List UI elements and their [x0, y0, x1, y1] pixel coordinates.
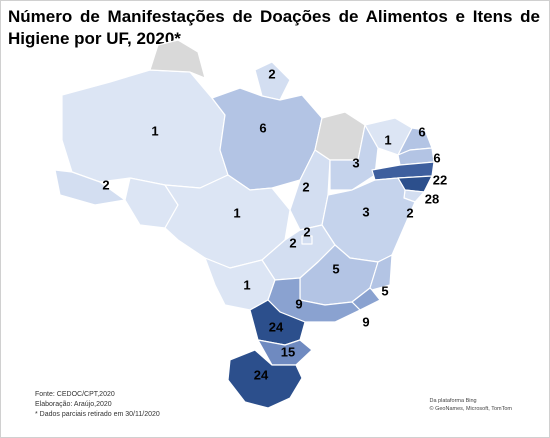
partial-data-note: * Dados parciais retirado em 30/11/2020: [35, 411, 160, 418]
state-AP: [254, 61, 291, 101]
footnotes: Fonte: CEDOC/CPT,2020 Elaboração: Araújo…: [35, 390, 160, 420]
value-label-rs: 24: [254, 367, 269, 382]
attribution-providers: © GeoNames, Microsoft, TomTom: [429, 406, 513, 412]
value-label-sp: 9: [295, 296, 302, 311]
value-label-se: 2: [406, 205, 413, 220]
value-label-pa: 6: [259, 120, 266, 135]
value-label-pe: 22: [433, 172, 447, 187]
value-label-rj: 9: [362, 314, 369, 329]
elaboration-note: Elaboração: Araújo,2020: [35, 401, 112, 408]
value-label-pr: 24: [269, 319, 284, 334]
value-label-pb: 6: [433, 150, 440, 165]
value-label-go: 2: [289, 235, 296, 250]
state-PB: [397, 147, 435, 166]
attribution-bing: Da plataforma Bing: [429, 398, 477, 404]
value-label-mg: 5: [332, 261, 339, 276]
value-label-to: 2: [302, 179, 309, 194]
map-title: Número de Manifestações de Doações de Al…: [8, 7, 540, 48]
value-label-ce: 1: [384, 132, 391, 147]
value-label-mt: 1: [233, 205, 240, 220]
state-RR: [149, 39, 206, 79]
source-note: Fonte: CEDOC/CPT,2020: [35, 391, 115, 398]
map-attribution: Da plataforma Bing © GeoNames, Microsoft…: [430, 397, 513, 413]
value-label-pi: 3: [352, 155, 359, 170]
value-label-ms: 1: [243, 277, 250, 292]
value-label-rn: 6: [418, 124, 425, 139]
value-label-sc: 15: [281, 344, 295, 359]
state-MA: [314, 111, 366, 161]
value-label-df: 2: [303, 224, 310, 239]
value-label-ba: 3: [362, 204, 369, 219]
value-label-es: 5: [381, 283, 388, 298]
value-label-am: 1: [151, 123, 158, 138]
state-AM: [61, 69, 229, 189]
state-RS: [227, 349, 303, 409]
value-label-al: 28: [425, 191, 439, 206]
state-ES: [369, 254, 393, 291]
value-label-ac: 2: [102, 177, 109, 192]
value-label-ap: 2: [268, 66, 275, 81]
state-PI: [329, 124, 379, 191]
state-DF: [301, 235, 313, 245]
